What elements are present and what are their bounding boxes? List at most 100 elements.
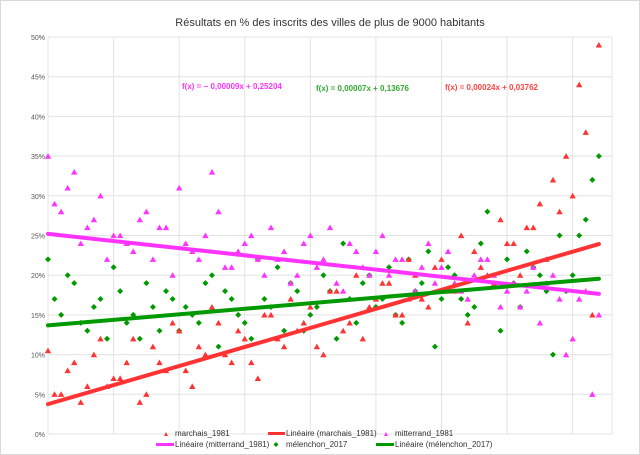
- point-marchais_1981: [307, 303, 314, 310]
- point-mitterrand_1981: [280, 248, 288, 254]
- point-mitterrand_1981: [339, 288, 347, 294]
- point-marchais_1981: [536, 200, 544, 207]
- point-marchais_1981: [313, 343, 321, 350]
- point-mitterrand_1981: [425, 240, 432, 247]
- point-mitterrand_1981: [90, 216, 98, 223]
- point-marchais_1981: [320, 351, 327, 358]
- point-mélenchon_2017: [320, 272, 327, 279]
- point-mélenchon_2017: [274, 264, 281, 271]
- point-mélenchon_2017: [595, 153, 602, 160]
- point-marchais_1981: [110, 375, 117, 382]
- point-mélenchon_2017: [136, 335, 143, 342]
- point-mitterrand_1981: [162, 224, 170, 231]
- point-mitterrand_1981: [261, 272, 268, 278]
- legend-label-mitterrand: mitterrand_1981: [395, 429, 454, 438]
- point-mélenchon_2017: [248, 335, 255, 342]
- point-mélenchon_2017: [281, 327, 288, 334]
- point-marchais_1981: [149, 343, 157, 350]
- point-mélenchon_2017: [51, 296, 58, 303]
- point-mitterrand_1981: [169, 272, 176, 278]
- point-mitterrand_1981: [366, 272, 373, 278]
- point-marchais_1981: [418, 296, 426, 302]
- y-tick-label: 25%: [31, 234, 45, 241]
- point-mélenchon_2017: [497, 327, 504, 334]
- point-marchais_1981: [457, 232, 465, 239]
- trendline-Linéaire (mélenchon_2017): [46, 276, 601, 328]
- point-marchais_1981: [405, 256, 412, 262]
- point-marchais_1981: [254, 375, 262, 382]
- point-mitterrand_1981: [576, 296, 583, 302]
- point-mitterrand_1981: [346, 240, 353, 247]
- point-marchais_1981: [51, 391, 58, 397]
- point-mélenchon_2017: [359, 280, 366, 287]
- point-marchais_1981: [562, 153, 570, 159]
- point-marchais_1981: [241, 335, 248, 342]
- point-mitterrand_1981: [248, 232, 255, 239]
- y-tick-label: 5%: [35, 392, 45, 399]
- point-mitterrand_1981: [307, 232, 314, 239]
- point-mélenchon_2017: [418, 280, 425, 287]
- point-mitterrand_1981: [320, 256, 327, 262]
- point-mitterrand_1981: [149, 256, 157, 262]
- point-marchais_1981: [44, 347, 52, 354]
- point-mitterrand_1981: [398, 256, 406, 262]
- y-tick-label: 40%: [31, 114, 45, 121]
- point-marchais_1981: [359, 335, 366, 342]
- point-mitterrand_1981: [595, 311, 603, 318]
- point-mitterrand_1981: [254, 256, 262, 262]
- point-marchais_1981: [431, 264, 439, 270]
- point-mitterrand_1981: [103, 256, 111, 262]
- legend-item-trend-mitterrand: Linéaire (mitterrand_1981): [156, 440, 270, 449]
- point-mitterrand_1981: [51, 200, 58, 207]
- point-mélenchon_2017: [333, 335, 340, 342]
- y-tick-label: 0%: [35, 432, 45, 439]
- point-mitterrand_1981: [477, 256, 485, 262]
- point-mélenchon_2017: [438, 296, 445, 303]
- point-mélenchon_2017: [117, 288, 124, 295]
- point-mitterrand_1981: [215, 208, 222, 215]
- point-mélenchon_2017: [123, 319, 130, 326]
- point-marchais_1981: [425, 303, 432, 310]
- point-marchais_1981: [123, 359, 130, 366]
- point-marchais_1981: [326, 288, 334, 294]
- point-mitterrand_1981: [136, 216, 144, 223]
- point-mitterrand_1981: [444, 248, 452, 254]
- point-mitterrand_1981: [228, 264, 235, 270]
- point-mélenchon_2017: [261, 296, 268, 303]
- point-marchais_1981: [366, 303, 373, 310]
- point-mitterrand_1981: [392, 256, 399, 262]
- point-mitterrand_1981: [221, 264, 229, 270]
- point-marchais_1981: [464, 319, 471, 326]
- point-mitterrand_1981: [333, 280, 340, 286]
- point-marchais_1981: [333, 288, 340, 294]
- point-mélenchon_2017: [64, 272, 71, 279]
- point-marchais_1981: [346, 319, 353, 326]
- y-axis-ticks: 0% 5% 10% 15% 20% 25% 30% 35% 40% 45% 50%: [31, 35, 45, 439]
- point-mélenchon_2017: [143, 280, 150, 287]
- point-mitterrand_1981: [431, 280, 439, 286]
- point-mélenchon_2017: [156, 327, 163, 334]
- y-tick-label: 10%: [31, 353, 45, 360]
- point-marchais_1981: [385, 280, 393, 286]
- point-mélenchon_2017: [313, 303, 320, 310]
- point-mitterrand_1981: [57, 208, 65, 215]
- y-tick-label: 50%: [31, 35, 45, 42]
- point-mélenchon_2017: [464, 311, 471, 318]
- point-mélenchon_2017: [58, 311, 65, 318]
- point-marchais_1981: [353, 272, 360, 278]
- point-marchais_1981: [116, 375, 124, 382]
- legend-item-trend-melenchon: Linéaire (mélenchon_2017): [376, 440, 493, 449]
- point-marchais_1981: [90, 351, 98, 358]
- point-mitterrand_1981: [208, 168, 216, 175]
- point-marchais_1981: [438, 256, 445, 262]
- point-mitterrand_1981: [44, 153, 52, 159]
- point-mélenchon_2017: [576, 232, 583, 239]
- point-marchais_1981: [556, 208, 563, 215]
- point-mitterrand_1981: [71, 168, 78, 175]
- legend-line-trend-mitterrand: [156, 443, 174, 446]
- point-marchais_1981: [576, 81, 583, 88]
- point-mitterrand_1981: [143, 208, 150, 215]
- point-marchais_1981: [64, 367, 71, 374]
- point-mélenchon_2017: [149, 303, 156, 310]
- point-marchais_1981: [97, 335, 104, 342]
